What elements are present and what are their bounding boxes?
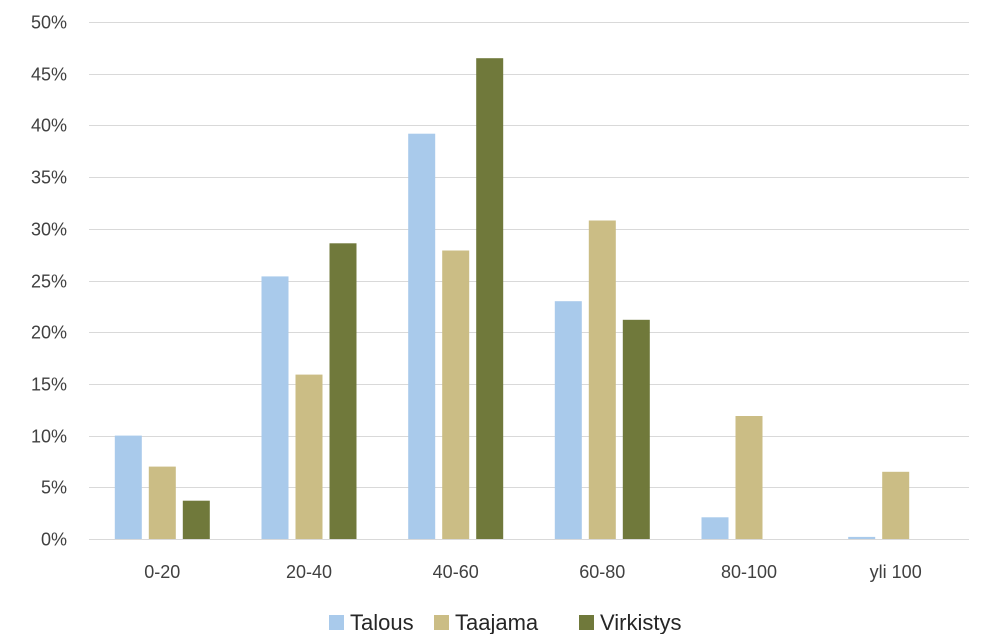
legend-swatch-virkistys bbox=[579, 615, 594, 630]
y-tick-label: 5% bbox=[41, 478, 67, 498]
bar-virkistys-60-80 bbox=[622, 319, 650, 539]
x-tick-label: yli 100 bbox=[870, 562, 922, 582]
y-tick-label: 40% bbox=[31, 116, 67, 136]
bar-talous-yli-100 bbox=[848, 536, 876, 539]
bar-virkistys-40-60 bbox=[476, 58, 504, 539]
y-tick-label: 0% bbox=[41, 530, 67, 550]
legend: Talous Taajama Virkistys bbox=[329, 610, 682, 634]
legend-label-taajama: Taajama bbox=[455, 610, 539, 634]
y-tick-label: 30% bbox=[31, 220, 67, 240]
x-axis-ticks: 0-20 20-40 40-60 60-80 80-100 yli 100 bbox=[144, 562, 921, 582]
bar-virkistys-0-20 bbox=[182, 500, 210, 539]
bar-taajama-80-100 bbox=[735, 416, 763, 539]
bar-taajama-40-60 bbox=[442, 250, 470, 539]
legend-label-talous: Talous bbox=[350, 610, 414, 634]
bar-talous-0-20 bbox=[114, 435, 142, 539]
legend-swatch-talous bbox=[329, 615, 344, 630]
bar-talous-40-60 bbox=[408, 133, 436, 539]
x-tick-label: 60-80 bbox=[579, 562, 625, 582]
bars bbox=[114, 58, 910, 540]
bar-taajama-0-20 bbox=[148, 466, 176, 539]
gridlines bbox=[89, 22, 969, 540]
y-tick-label: 50% bbox=[31, 13, 67, 33]
bar-talous-20-40 bbox=[261, 276, 289, 539]
x-tick-label: 40-60 bbox=[433, 562, 479, 582]
x-tick-label: 20-40 bbox=[286, 562, 332, 582]
bar-taajama-yli-100 bbox=[882, 471, 910, 539]
bar-virkistys-20-40 bbox=[329, 243, 357, 540]
y-tick-label: 15% bbox=[31, 375, 67, 395]
x-tick-label: 0-20 bbox=[144, 562, 180, 582]
y-tick-label: 20% bbox=[31, 323, 67, 343]
y-tick-label: 45% bbox=[31, 65, 67, 85]
bar-talous-60-80 bbox=[554, 301, 582, 539]
x-tick-label: 80-100 bbox=[721, 562, 777, 582]
y-tick-label: 10% bbox=[31, 427, 67, 447]
bar-taajama-20-40 bbox=[295, 374, 323, 539]
legend-label-virkistys: Virkistys bbox=[600, 610, 682, 634]
y-tick-label: 35% bbox=[31, 168, 67, 188]
y-tick-label: 25% bbox=[31, 272, 67, 292]
bar-taajama-60-80 bbox=[588, 220, 616, 539]
y-axis-ticks: 0% 5% 10% 15% 20% 25% 30% 35% 40% 45% 50% bbox=[31, 13, 67, 550]
bar-talous-80-100 bbox=[701, 517, 729, 539]
legend-swatch-taajama bbox=[434, 615, 449, 630]
